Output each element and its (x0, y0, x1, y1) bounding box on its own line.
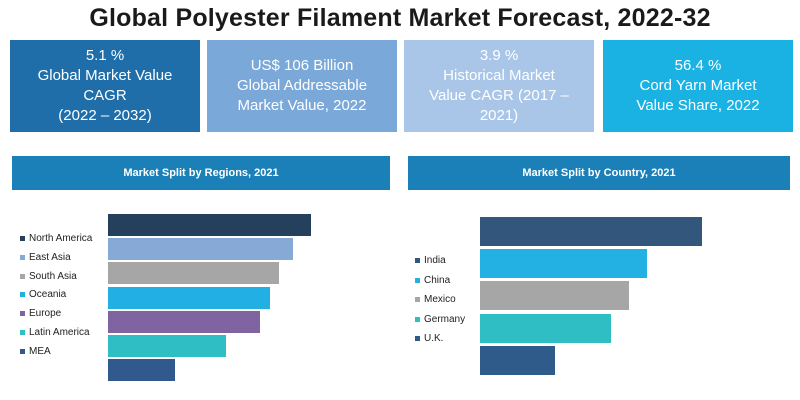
legend-item: Mexico (415, 294, 456, 305)
legend-item: Europe (20, 308, 61, 319)
kpi-line: CAGR (83, 87, 127, 104)
bar-china (480, 249, 647, 279)
kpi-cord-yarn-share: 56.4 % Cord Yarn Market Value Share, 202… (603, 40, 793, 132)
legend-item: Latin America (20, 327, 90, 338)
legend-item: China (415, 275, 450, 286)
kpi-line: Global Addressable (236, 77, 368, 94)
legend-item: South Asia (20, 271, 77, 282)
legend-swatch (415, 316, 420, 322)
regions-chart-title: Market Split by Regions, 2021 (12, 156, 390, 190)
kpi-line: Value Share, 2022 (636, 97, 760, 114)
kpi-line: 56.4 % (674, 57, 722, 74)
country-chart-title: Market Split by Country, 2021 (408, 156, 790, 190)
bar-latin-america (108, 335, 226, 357)
kpi-line: Historical Market (443, 67, 555, 84)
legend-item: U.K. (415, 333, 443, 344)
legend-swatch (415, 277, 420, 283)
kpi-market-cagr: 5.1 % Global Market Value CAGR (2022 – 2… (10, 40, 200, 132)
legend-label: Latin America (29, 327, 90, 338)
legend-swatch (415, 336, 420, 341)
legend-swatch (20, 254, 25, 260)
legend-label: North America (29, 233, 93, 244)
legend-swatch (20, 348, 25, 354)
bar-europe (108, 310, 261, 333)
legend-item: MEA (20, 346, 51, 357)
legend-item: Oceania (20, 289, 66, 300)
kpi-line: 5.1 % (85, 47, 125, 64)
legend-item: East Asia (20, 252, 71, 263)
kpi-line: 3.9 % (479, 47, 519, 64)
bar-south-asia (108, 262, 279, 285)
legend-label: Mexico (424, 294, 456, 305)
kpi-line: US$ 106 Billion (250, 57, 354, 74)
legend-label: East Asia (29, 251, 71, 263)
legend-swatch (415, 297, 420, 302)
bar-u-k- (480, 345, 556, 375)
bar-germany (480, 313, 611, 343)
legend-item: India (415, 255, 446, 266)
kpi-line: 2021) (479, 107, 519, 124)
kpi-line: Global Market Value (37, 67, 173, 84)
legend-swatch (20, 311, 25, 317)
bar-mexico (480, 281, 629, 311)
legend-label: India (424, 255, 446, 266)
bar-mea (108, 359, 175, 382)
bar-oceania (108, 286, 271, 309)
kpi-line: Market Value, 2022 (237, 97, 367, 114)
kpi-line: Cord Yarn Market (639, 77, 757, 94)
legend-label: Oceania (29, 289, 67, 301)
kpi-historical-cagr: 3.9 % Historical Market Value CAGR (2017… (404, 40, 594, 132)
legend-item: Germany (415, 314, 465, 325)
legend-label: MEA (29, 345, 51, 357)
legend-label: U.K. (424, 333, 444, 344)
legend-label: Europe (29, 308, 62, 320)
legend-label: South Asia (29, 270, 77, 282)
kpi-line: Value CAGR (2017 – (429, 87, 569, 104)
legend-label: China (424, 274, 451, 286)
legend-swatch (415, 258, 420, 263)
page-title: Global Polyester Filament Market Forecas… (89, 4, 711, 32)
kpi-market-value: US$ 106 Billion Global Addressable Marke… (207, 40, 397, 132)
bar-east-asia (108, 238, 293, 261)
legend-swatch (20, 273, 25, 279)
kpi-line: (2022 – 2032) (58, 107, 152, 124)
legend-label: Germany (424, 313, 466, 325)
legend-swatch (20, 330, 25, 335)
legend-item: North America (20, 233, 92, 244)
legend-swatch (20, 292, 25, 298)
bar-north-america (108, 214, 311, 236)
legend-swatch (20, 236, 25, 241)
bar-india (480, 217, 702, 246)
